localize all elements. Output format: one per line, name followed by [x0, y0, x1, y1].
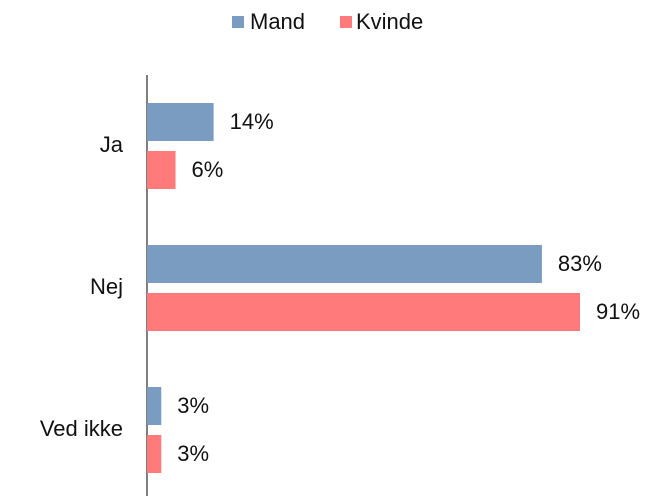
value-label: 14% [230, 109, 274, 134]
legend-label: Kvinde [356, 9, 423, 34]
legend-label: Mand [250, 9, 305, 34]
bar [147, 293, 580, 331]
legend-swatch [232, 16, 244, 28]
value-label: 83% [558, 251, 602, 276]
y-tick-label: Nej [90, 274, 123, 299]
value-label: 3% [177, 393, 209, 418]
value-label: 91% [596, 299, 640, 324]
value-label: 6% [192, 157, 224, 182]
legend-swatch [340, 16, 352, 28]
bar [147, 103, 214, 141]
bar [147, 151, 176, 189]
y-tick-label: Ved ikke [40, 416, 123, 441]
bar [147, 387, 162, 425]
value-label: 3% [177, 441, 209, 466]
bar [147, 245, 542, 283]
y-tick-label: Ja [100, 132, 124, 157]
bar [147, 435, 162, 473]
